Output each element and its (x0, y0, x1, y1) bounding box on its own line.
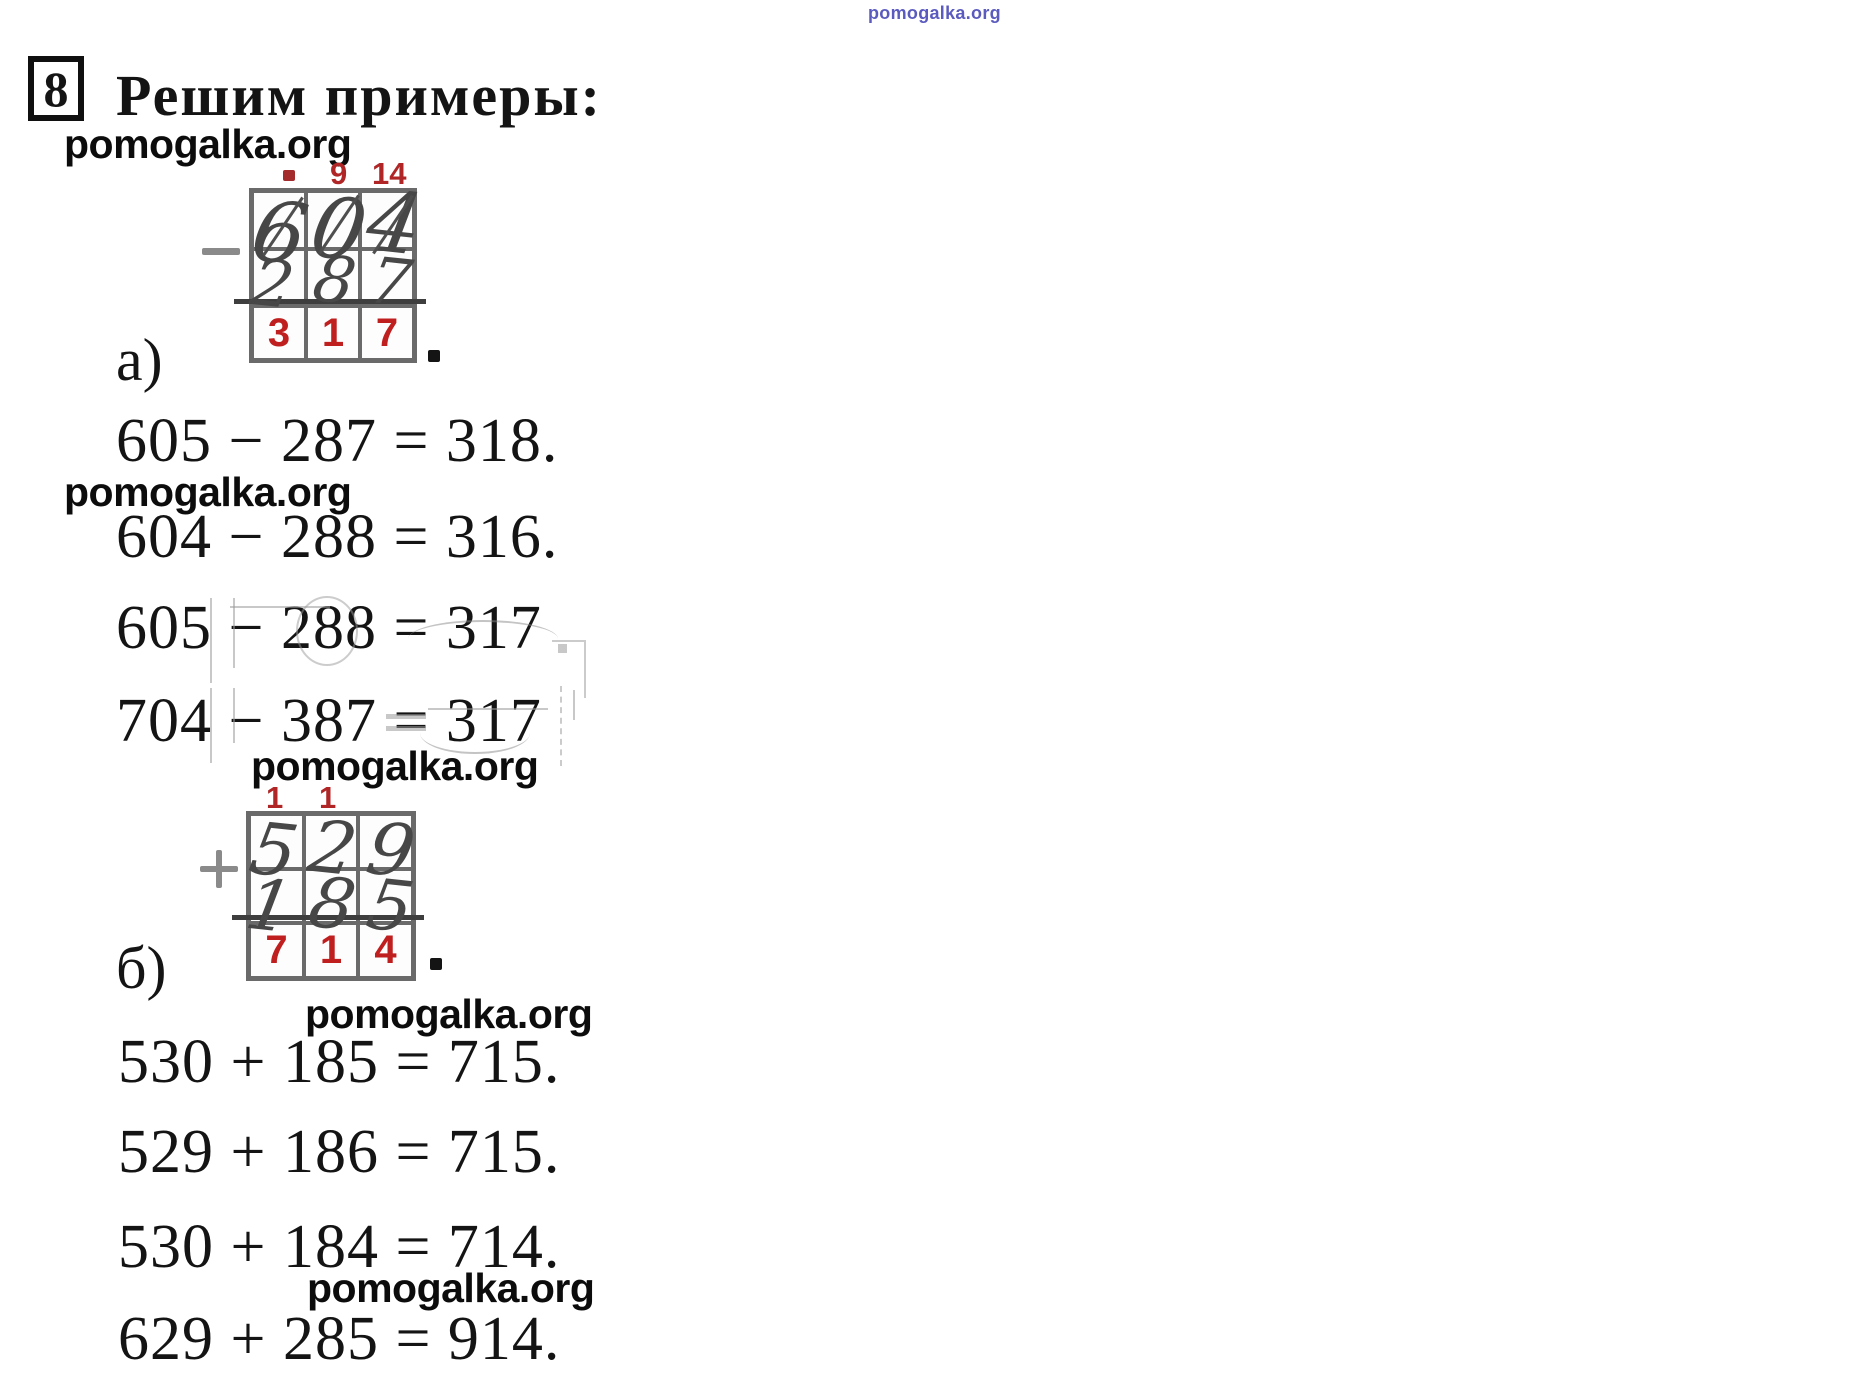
task-number-box: 8 (28, 56, 84, 121)
watermark-ghost-artifact (573, 690, 575, 720)
grid-cell: 9 (358, 806, 421, 894)
grid-cell: 7 (360, 244, 417, 322)
watermark-ghost-artifact (386, 726, 426, 731)
grid-cell: 1 (306, 306, 360, 360)
grid-cell: 2 (303, 804, 363, 892)
page-title: Решим примеры: (116, 63, 602, 128)
watermark-5: pomogalka.org (307, 1265, 595, 1311)
watermark-ghost-artifact (558, 644, 567, 653)
watermark-ghost-artifact (233, 598, 235, 668)
grid-cell: 5 (244, 806, 304, 894)
grid-cell: 4 (358, 923, 413, 978)
minus-sign (202, 248, 240, 255)
grid-cell: 2 (246, 246, 306, 324)
watermark-ghost-artifact (560, 686, 562, 766)
watermark-ghost-artifact (210, 688, 212, 763)
result-ones: 7 (375, 310, 399, 355)
site-watermark-top: pomogalka.org (868, 3, 1001, 23)
result-hundreds: 7 (265, 928, 288, 972)
grid-cell: 8 (303, 861, 362, 947)
watermark-ghost-artifact (428, 708, 548, 710)
part-a-label: а) (116, 327, 163, 393)
grid-cell: 3 (252, 306, 306, 360)
grid-cell: 1 (304, 923, 358, 978)
carry-hundreds: 1 (266, 780, 284, 815)
grid-cell: 0 (304, 178, 374, 280)
grid-cell: 6 (245, 182, 315, 284)
part-b-label: б) (116, 935, 167, 1001)
watermark-ghost-artifact (386, 714, 426, 719)
equation: 604 − 288 = 316. (116, 503, 559, 571)
grid-cell: 1 (240, 863, 304, 949)
equation: 529 + 186 = 715. (118, 1118, 561, 1186)
grid-cell: 5 (358, 863, 420, 949)
plus-sign (216, 850, 222, 888)
carry-tens: 9 (330, 156, 348, 191)
carry-dot (283, 170, 295, 181)
equation: 530 + 185 = 715. (118, 1028, 561, 1096)
grid-cell: 7 (360, 306, 414, 360)
grid-cell: 8 (306, 242, 361, 320)
sentence-period (430, 958, 442, 970)
watermark-2: pomogalka.org (64, 469, 352, 515)
grid-cell: 7 (249, 923, 304, 978)
watermark-ghost-artifact (420, 712, 530, 754)
equation: 605 − 287 = 318. (116, 407, 559, 475)
sentence-period (428, 350, 440, 362)
result-hundreds: 3 (267, 310, 291, 355)
task-number: 8 (43, 60, 69, 117)
addition-grid: 5 2 9 1 8 5 7 1 4 (240, 804, 421, 981)
grid-cell: 4 (360, 172, 430, 274)
result-ones: 4 (374, 928, 397, 972)
watermark-ghost-artifact (296, 596, 358, 666)
watermark-ghost-artifact (210, 598, 212, 683)
equals-line (232, 915, 424, 920)
subtraction-grid: 6 0 4 2 8 7 3 1 7 (245, 172, 430, 363)
watermark-ghost-artifact (552, 640, 586, 698)
watermark-ghost-artifact (230, 606, 330, 608)
carry-tens: 1 (319, 780, 337, 815)
equation: 629 + 285 = 914. (118, 1305, 561, 1373)
result-tens: 1 (321, 310, 345, 355)
watermark-ghost-artifact (233, 688, 235, 743)
watermark-1: pomogalka.org (64, 121, 352, 167)
watermark-3: pomogalka.org (251, 743, 539, 789)
carry-ones: 14 (372, 156, 407, 191)
watermark-4: pomogalka.org (305, 991, 593, 1037)
equals-line (234, 299, 426, 304)
result-tens: 1 (319, 928, 343, 972)
equation: 530 + 184 = 714. (118, 1213, 561, 1281)
watermark-ghost-artifact (408, 620, 558, 658)
